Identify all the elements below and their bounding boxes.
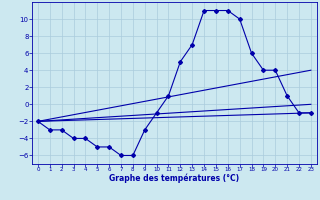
X-axis label: Graphe des températures (°C): Graphe des températures (°C) [109, 174, 239, 183]
